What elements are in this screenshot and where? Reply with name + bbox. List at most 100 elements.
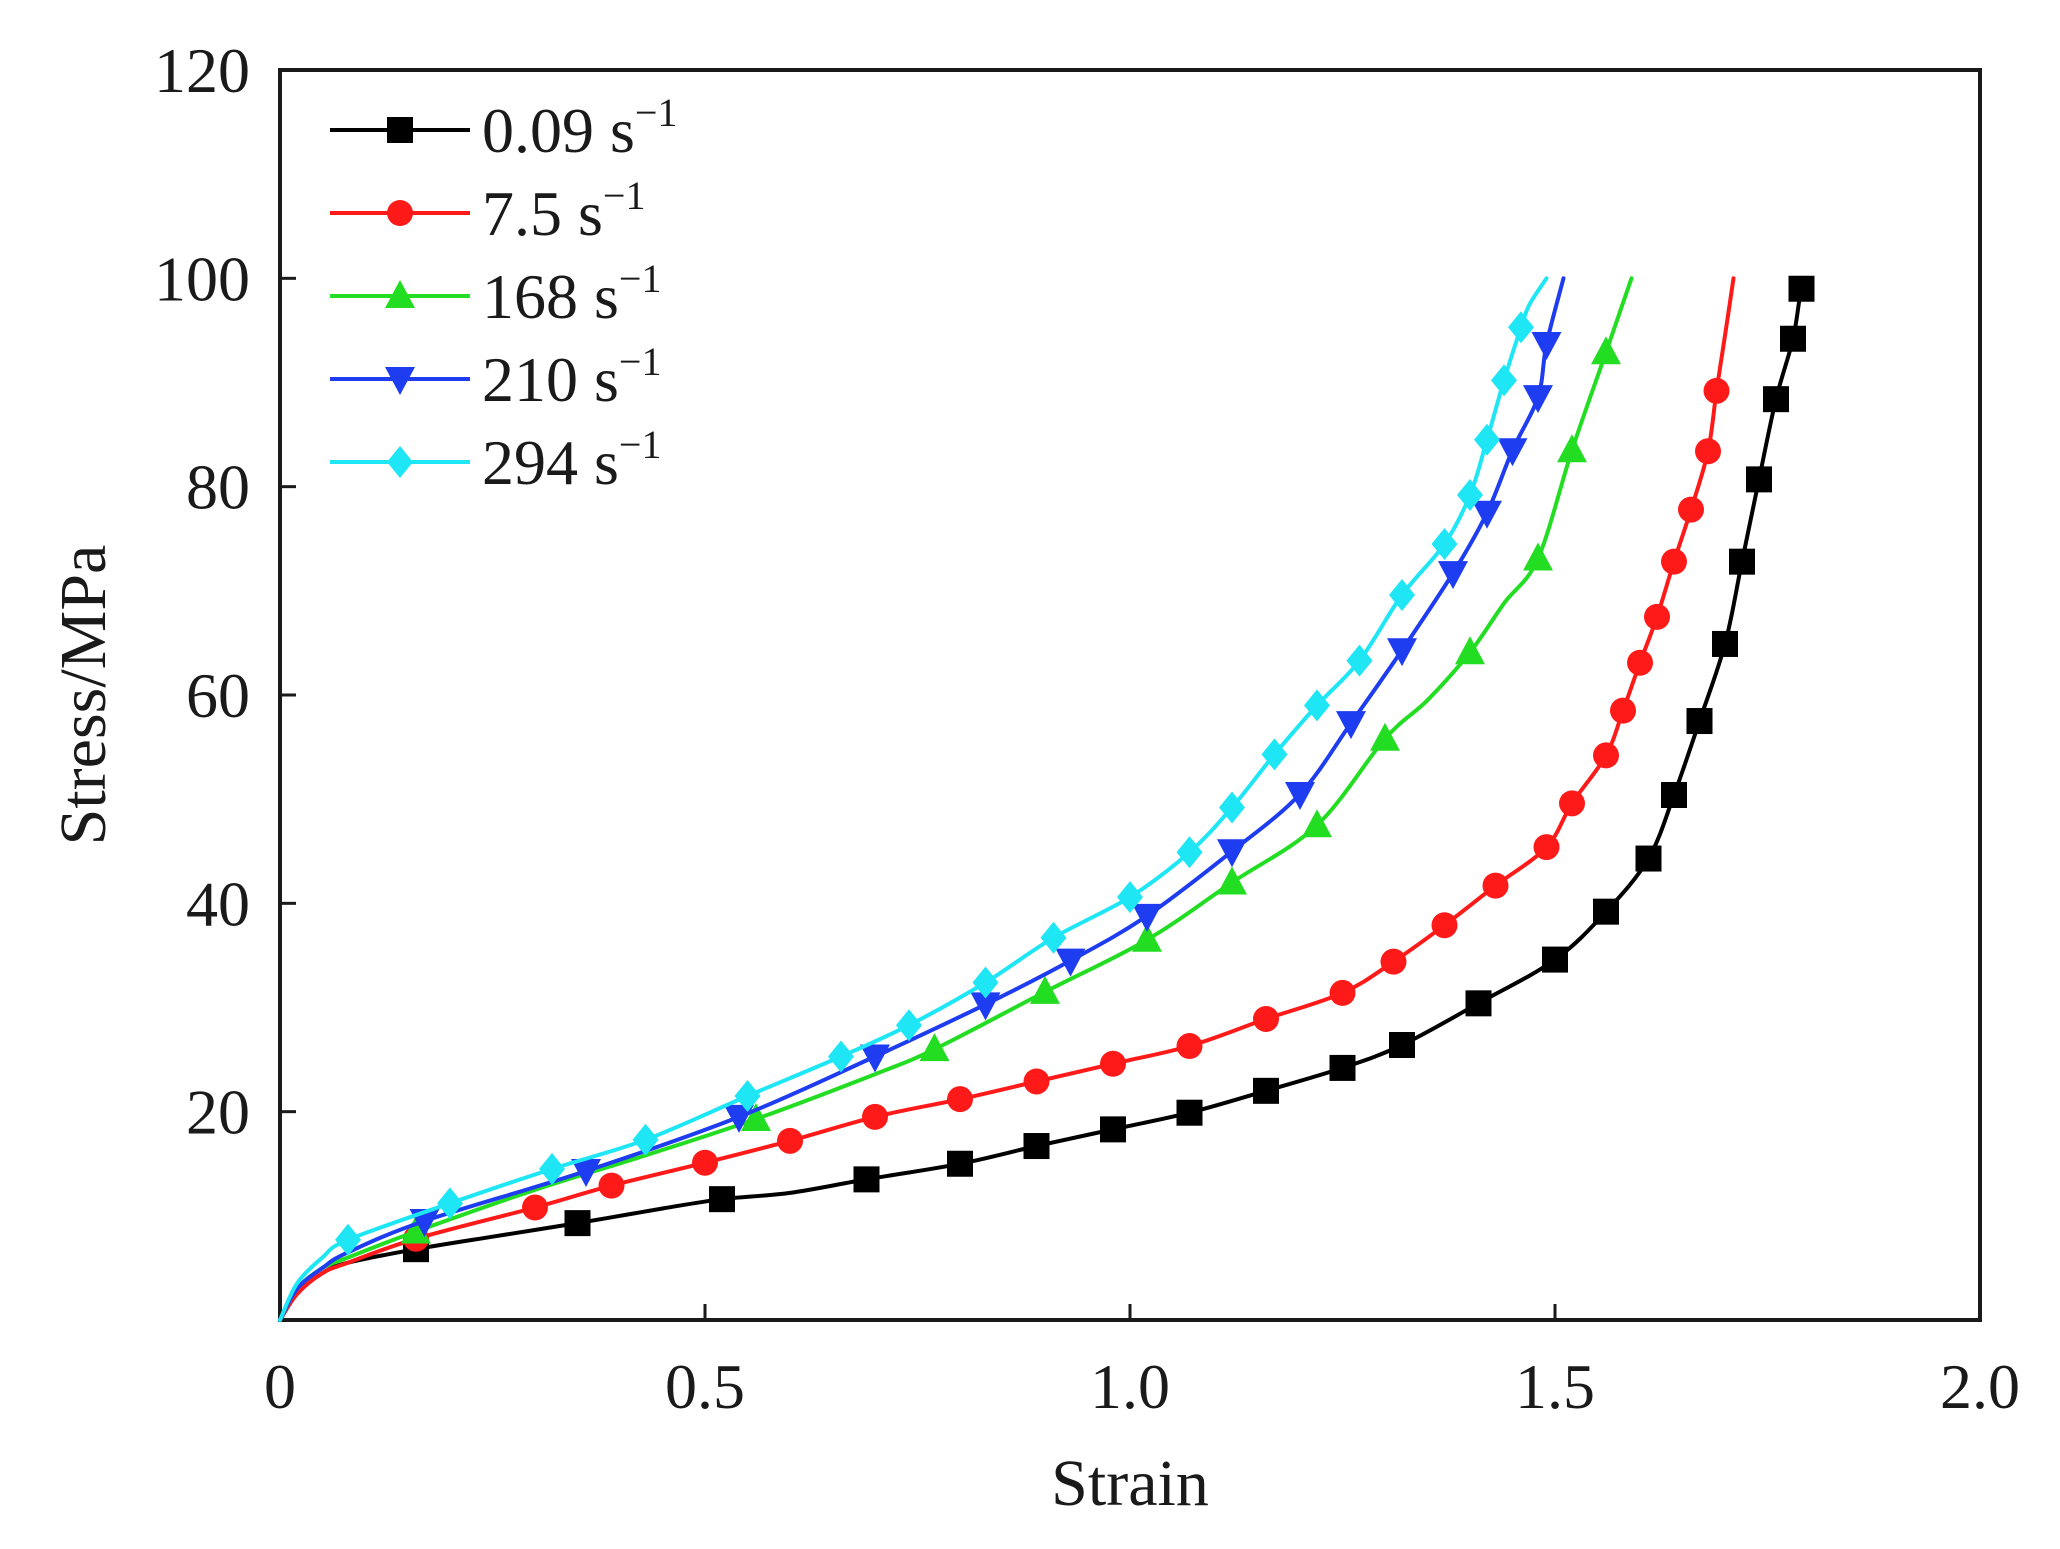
data-point-168-s (1370, 722, 1400, 751)
data-point-7-5-s (522, 1194, 548, 1221)
data-point-294-s (1431, 527, 1458, 560)
y-tick-label-120: 120 (154, 35, 250, 106)
data-point-168-s (1557, 434, 1587, 463)
data-point-294-s (1346, 644, 1373, 677)
x-axis-title: Strain (1051, 1447, 1209, 1520)
legend-item-7-5-s: 7.5 s−1 (330, 173, 645, 249)
legend-marker-168-s (385, 280, 415, 308)
data-point-7-5-s (1678, 496, 1704, 523)
x-tick-label-2-0: 2.0 (1940, 1351, 2020, 1422)
y-tick-label-60: 60 (186, 660, 250, 731)
legend-marker-7-5-s (387, 200, 413, 226)
data-point-0-09-s (1542, 946, 1568, 973)
x-tick-label-0-5: 0.5 (665, 1351, 745, 1422)
data-point-7-5-s (947, 1086, 973, 1113)
data-point-294-s (734, 1080, 761, 1113)
data-point-0-09-s (1686, 708, 1713, 735)
data-point-168-s (401, 1215, 431, 1244)
x-tick-label-1-0: 1.0 (1090, 1351, 1170, 1422)
data-point-210-s (571, 1159, 601, 1188)
tick-layer: 0 0.5 1.0 1.5 2.0 20 40 60 80 100 120 (154, 35, 2020, 1422)
data-point-7-5-s (1661, 548, 1687, 575)
legend-label-0-09-s: 0.09 s−1 (482, 90, 677, 166)
data-point-210-s (1336, 711, 1366, 740)
data-point-168-s (1591, 336, 1621, 365)
data-point-168-s (1302, 809, 1332, 838)
legend-label-210-s: 210 s−1 (482, 339, 661, 415)
data-point-294-s (632, 1123, 659, 1156)
data-point-210-s (1387, 638, 1417, 667)
data-point-0-09-s (1729, 548, 1755, 575)
series-210-s (278, 276, 1566, 1322)
x-tick-label-0: 0 (264, 1351, 296, 1422)
data-point-210-s (1438, 561, 1468, 590)
data-point-7-5-s (1431, 912, 1458, 939)
data-point-7-5-s (1329, 979, 1356, 1006)
data-point-294-s (1117, 881, 1143, 914)
data-point-210-s (1523, 385, 1553, 414)
series-0-09-s (278, 275, 1815, 1322)
data-point-168-s (741, 1102, 771, 1131)
data-point-7-5-s (1100, 1050, 1126, 1077)
data-point-7-5-s (1023, 1068, 1050, 1095)
data-point-7-5-s (598, 1172, 625, 1199)
data-point-0-09-s (1389, 1032, 1415, 1058)
data-point-0-09-s (1593, 898, 1619, 925)
series-7-5-s (278, 276, 1736, 1322)
data-point-168-s (1455, 636, 1485, 665)
data-point-0-09-s (1023, 1133, 1050, 1160)
x-tick-label-1-5: 1.5 (1515, 1351, 1595, 1422)
data-point-7-5-s (1644, 603, 1670, 630)
data-point-294-s (437, 1187, 463, 1220)
legend-item-168-s: 168 s−1 (330, 256, 661, 332)
data-point-7-5-s (1695, 438, 1721, 465)
data-point-210-s (1217, 839, 1247, 868)
data-point-0-09-s (1780, 325, 1806, 352)
data-point-7-5-s (1593, 742, 1619, 769)
data-point-0-09-s (1763, 386, 1789, 413)
data-point-294-s (539, 1152, 565, 1185)
data-point-0-09-s (709, 1186, 735, 1213)
data-point-168-s (1132, 923, 1162, 952)
data-point-294-s (1491, 364, 1517, 397)
data-point-0-09-s (1661, 782, 1687, 808)
data-point-0-09-s (1712, 630, 1738, 657)
legend-item-0-09-s: 0.09 s−1 (330, 90, 677, 166)
data-point-294-s (972, 966, 999, 999)
legend-label-168-s: 168 s−1 (482, 256, 661, 332)
legend-marker-294-s (387, 446, 413, 478)
data-point-294-s (1261, 738, 1288, 771)
data-point-294-s (1176, 836, 1203, 869)
data-point-294-s (335, 1223, 361, 1256)
legend-marker-0-09-s (387, 117, 413, 143)
data-point-210-s (1497, 438, 1528, 467)
data-point-294-s (896, 1009, 922, 1042)
data-point-168-s (1523, 542, 1553, 571)
data-point-168-s (1030, 975, 1060, 1004)
data-point-210-s (724, 1104, 754, 1133)
data-point-7-5-s (1703, 377, 1730, 404)
series-layer (278, 275, 1815, 1322)
data-point-294-s (1219, 791, 1245, 824)
y-tick-label-80: 80 (186, 452, 250, 523)
data-point-0-09-s (947, 1150, 973, 1177)
data-point-294-s (1304, 689, 1330, 722)
data-point-7-5-s (1627, 649, 1653, 676)
legend-label-294-s: 294 s−1 (482, 422, 661, 498)
data-point-168-s (1217, 866, 1247, 895)
series-168-s (278, 276, 1634, 1322)
data-point-294-s (1508, 311, 1534, 344)
data-point-7-5-s (1559, 790, 1585, 817)
data-point-7-5-s (1482, 872, 1509, 899)
data-point-7-5-s (862, 1103, 888, 1130)
legend-label-7-5-s: 7.5 s−1 (482, 173, 645, 249)
data-point-294-s (828, 1040, 854, 1073)
data-point-0-09-s (564, 1210, 591, 1237)
data-point-7-5-s (777, 1127, 803, 1154)
data-point-294-s (1474, 423, 1500, 456)
data-point-210-s (860, 1044, 890, 1073)
series-line-294-s (278, 276, 1549, 1322)
